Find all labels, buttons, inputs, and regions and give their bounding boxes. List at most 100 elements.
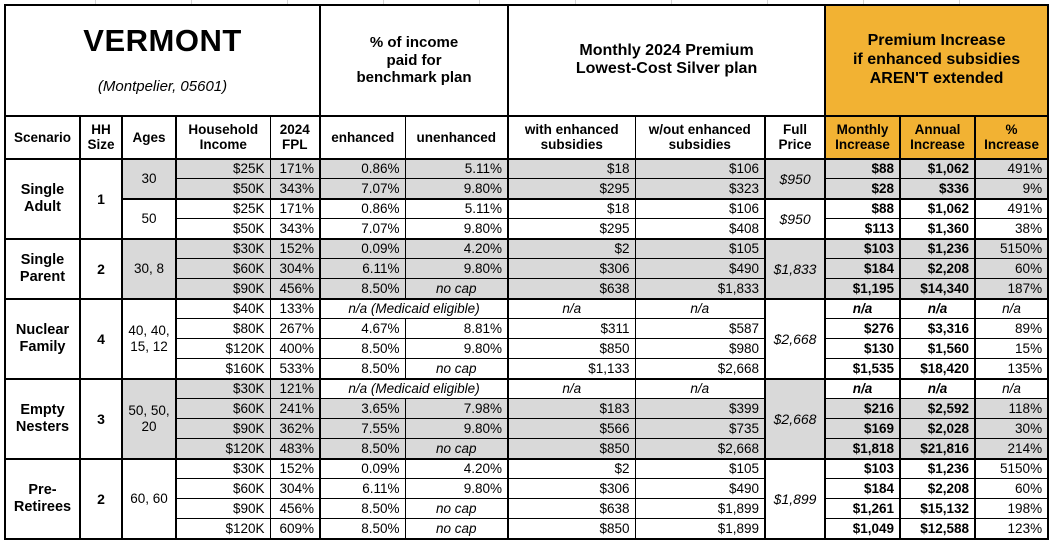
col-header-household-income: Household Income xyxy=(175,115,271,160)
cell-without-subsidies: $490 xyxy=(634,478,767,500)
cell-monthly-increase: $276 xyxy=(824,318,902,340)
cell-fpl: 241% xyxy=(269,398,322,420)
cell-income: $30K xyxy=(175,237,271,260)
cell-enhanced-pct: 0.86% xyxy=(319,157,406,180)
cell-without-subsidies: $105 xyxy=(634,457,767,480)
cell-with-subsidies: $306 xyxy=(507,258,636,280)
cell-ages: 30 xyxy=(121,157,177,200)
col-header-full-price: Full Price xyxy=(764,115,827,160)
cell-pct-increase: 38% xyxy=(974,218,1049,240)
cell-unenhanced-pct: no cap xyxy=(404,498,510,520)
cell-fpl: 456% xyxy=(269,498,322,520)
cell-monthly-increase: $169 xyxy=(824,418,902,440)
cell-enhanced-pct: 7.07% xyxy=(319,178,406,200)
cell-annual-increase: $12,588 xyxy=(899,518,977,540)
cell-scenario: Nuclear Family xyxy=(4,297,81,380)
cell-income: $120K xyxy=(175,438,271,460)
cell-without-subsidies: $105 xyxy=(634,237,767,260)
cell-ages: 50, 50, 20 xyxy=(121,377,177,460)
cell-without-subsidies: $587 xyxy=(634,318,767,340)
cell-unenhanced-pct: 4.20% xyxy=(404,237,510,260)
cell-income: $30K xyxy=(175,377,271,400)
col-header-scenario: Scenario xyxy=(4,115,81,160)
cell-enhanced-pct: 0.09% xyxy=(319,237,406,260)
cell-pct-increase: 491% xyxy=(974,157,1049,180)
cell-income: $160K xyxy=(175,358,271,380)
cell-fpl: 171% xyxy=(269,157,322,180)
table-row: $120K 483% 8.50% no cap $850 $2,668 $1,818 $21,… xyxy=(5,438,1049,460)
cell-without-subsidies: $1,899 xyxy=(634,518,767,540)
group-header-premium-increase: Premium Increase if enhanced subsidies A… xyxy=(824,4,1049,117)
cell-pct-increase: 214% xyxy=(974,438,1049,460)
cell-income: $120K xyxy=(175,338,271,360)
cell-pct-increase: 60% xyxy=(974,258,1049,280)
cell-with-subsidies: $566 xyxy=(507,418,636,440)
cell-unenhanced-pct: 8.81% xyxy=(404,318,510,340)
cell-fpl: 362% xyxy=(269,418,322,440)
cell-full-price: $2,668 xyxy=(764,377,827,460)
col-header-unenhanced: unenhanced xyxy=(404,115,510,160)
cell-with-subsidies: $2 xyxy=(507,457,636,480)
cell-without-subsidies: $1,899 xyxy=(634,498,767,520)
table-row: Single Adult 1 30 $25K 171% 0.86% 5.11% $18 $106… xyxy=(4,157,1049,240)
cell-without-subsidies: $1,833 xyxy=(634,278,767,300)
cell-hh-size: 2 xyxy=(79,457,123,540)
cell-fpl: 133% xyxy=(269,297,322,320)
group-header-monthly-premium: Monthly 2024 Premium Lowest-Cost Silver … xyxy=(507,4,827,117)
cell-pct-increase: 118% xyxy=(974,398,1049,420)
cell-fpl: 152% xyxy=(269,237,322,260)
cell-with-subsidies: $1,133 xyxy=(507,358,636,380)
spreadsheet-gridlines xyxy=(0,0,1053,4)
cell-fpl: 171% xyxy=(269,197,322,220)
col-header-without-enhanced-subsidies: w/out enhanced subsidies xyxy=(634,115,767,160)
cell-pct-increase: n/a xyxy=(974,377,1049,400)
cell-with-subsidies: $850 xyxy=(507,518,636,540)
cell-with-subsidies: $638 xyxy=(507,498,636,520)
cell-ages: 60, 60 xyxy=(121,457,177,540)
cell-unenhanced-pct: no cap xyxy=(404,278,510,300)
cell-annual-increase: $1,560 xyxy=(899,338,977,360)
cell-monthly-increase: $1,818 xyxy=(824,438,902,460)
cell-annual-increase: $18,420 xyxy=(899,358,977,380)
cell-annual-increase: $2,208 xyxy=(899,258,977,280)
cell-annual-increase: $21,816 xyxy=(899,438,977,460)
cell-income: $60K xyxy=(175,398,271,420)
cell-income: $120K xyxy=(175,518,271,540)
cell-monthly-increase: n/a xyxy=(824,297,902,320)
cell-without-subsidies: $490 xyxy=(634,258,767,280)
cell-annual-increase: $1,062 xyxy=(899,197,977,220)
cell-with-subsidies: n/a xyxy=(507,377,636,400)
cell-without-subsidies: $735 xyxy=(634,418,767,440)
cell-fpl: 304% xyxy=(269,478,322,500)
cell-annual-increase: $3,316 xyxy=(899,318,977,340)
cell-scenario: Single Adult xyxy=(4,157,81,240)
cell-annual-increase: $2,592 xyxy=(899,398,977,420)
cell-income: $90K xyxy=(175,278,271,300)
cell-with-subsidies: n/a xyxy=(507,297,636,320)
cell-with-subsidies: $306 xyxy=(507,478,636,500)
cell-medicaid-note: n/a (Medicaid eligible) xyxy=(319,297,510,320)
table-row: $50K 343% 7.07% 9.80% $295 $408 $113 $1,360 38% xyxy=(5,218,1049,240)
cell-annual-increase: n/a xyxy=(899,377,977,400)
cell-without-subsidies: $2,668 xyxy=(634,438,767,460)
cell-full-price: $1,899 xyxy=(764,457,827,540)
cell-pct-increase: n/a xyxy=(974,297,1049,320)
cell-scenario: Empty Nesters xyxy=(4,377,81,460)
table-row: $90K 362% 7.55% 9.80% $566 $735 $169 $2,028 30% xyxy=(5,418,1049,440)
group-header-pct-income: % of income paid for benchmark plan xyxy=(319,4,510,117)
cell-monthly-increase: $1,261 xyxy=(824,498,902,520)
cell-unenhanced-pct: 5.11% xyxy=(404,157,510,180)
cell-income: $25K xyxy=(175,157,271,180)
col-header-hh-size: HH Size xyxy=(79,115,123,160)
cell-annual-increase: $2,208 xyxy=(899,478,977,500)
cell-monthly-increase: $103 xyxy=(824,457,902,480)
cell-fpl: 456% xyxy=(269,278,322,300)
cell-pct-increase: 187% xyxy=(974,278,1049,300)
cell-without-subsidies: $106 xyxy=(634,157,767,180)
cell-without-subsidies: n/a xyxy=(634,377,767,400)
cell-without-subsidies: $980 xyxy=(634,338,767,360)
cell-with-subsidies: $638 xyxy=(507,278,636,300)
cell-monthly-increase: $28 xyxy=(824,178,902,200)
cell-scenario: Single Parent xyxy=(4,237,81,300)
table-title-cell: VERMONT (Montpelier, 05601) xyxy=(4,4,322,117)
